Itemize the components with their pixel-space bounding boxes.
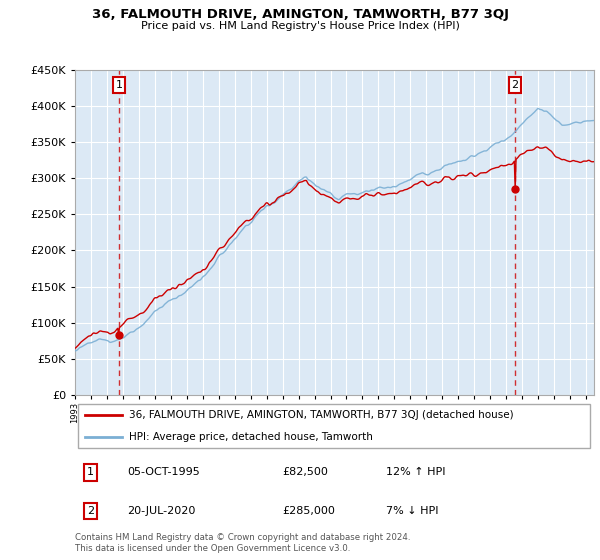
Text: 1: 1 bbox=[115, 80, 122, 90]
Text: HPI: Average price, detached house, Tamworth: HPI: Average price, detached house, Tamw… bbox=[130, 432, 373, 442]
Text: £82,500: £82,500 bbox=[283, 468, 328, 478]
Text: 36, FALMOUTH DRIVE, AMINGTON, TAMWORTH, B77 3QJ: 36, FALMOUTH DRIVE, AMINGTON, TAMWORTH, … bbox=[91, 8, 509, 21]
Text: 7% ↓ HPI: 7% ↓ HPI bbox=[386, 506, 439, 516]
Text: 2: 2 bbox=[511, 80, 518, 90]
Text: 1: 1 bbox=[87, 468, 94, 478]
Text: 36, FALMOUTH DRIVE, AMINGTON, TAMWORTH, B77 3QJ (detached house): 36, FALMOUTH DRIVE, AMINGTON, TAMWORTH, … bbox=[130, 410, 514, 420]
Text: Price paid vs. HM Land Registry's House Price Index (HPI): Price paid vs. HM Land Registry's House … bbox=[140, 21, 460, 31]
Text: Contains HM Land Registry data © Crown copyright and database right 2024.
This d: Contains HM Land Registry data © Crown c… bbox=[75, 533, 410, 553]
Text: 20-JUL-2020: 20-JUL-2020 bbox=[127, 506, 195, 516]
Text: 12% ↑ HPI: 12% ↑ HPI bbox=[386, 468, 446, 478]
Text: 2: 2 bbox=[87, 506, 94, 516]
Text: £285,000: £285,000 bbox=[283, 506, 335, 516]
Text: 05-OCT-1995: 05-OCT-1995 bbox=[127, 468, 200, 478]
FancyBboxPatch shape bbox=[77, 404, 590, 449]
